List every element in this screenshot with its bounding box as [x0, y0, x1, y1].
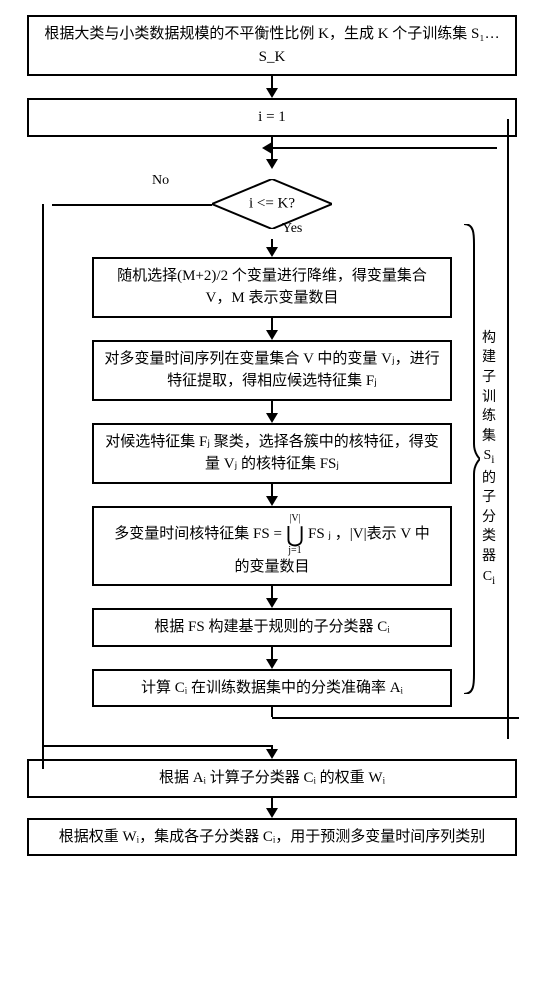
no-path-line — [42, 204, 44, 770]
node-generate-subsets: 根据大类与小类数据规模的不平衡性比例 K，生成 K 个子训练集 S₁…S_K — [27, 15, 517, 76]
arrow-icon — [266, 598, 278, 608]
brace-group: 构建子 训练集 Si 的子分 类器 Ci — [462, 279, 496, 640]
node-compute-weight: 根据 Aᵢ 计算子分类器 Cᵢ 的权重 Wᵢ — [27, 759, 517, 798]
arrow-icon — [266, 88, 278, 98]
text: 的变量数目 — [104, 556, 440, 579]
arrow-icon — [262, 142, 272, 154]
arrow-icon — [266, 659, 278, 669]
arrow-icon — [266, 159, 278, 169]
decision-label: i <= K? — [249, 195, 295, 212]
text: FS ⱼ ，|V|表示 V 中 — [308, 523, 430, 546]
arrow-icon — [266, 749, 278, 759]
node-union-fs: 多变量时间核特征集 FS = |V| ⋃ j=1 FS ⱼ ，|V|表示 V 中… — [92, 506, 452, 587]
node-ensemble: 根据权重 Wᵢ，集成各子分类器 Cᵢ，用于预测多变量时间序列类别 — [27, 818, 517, 857]
arrow-icon — [266, 808, 278, 818]
text: 多变量时间核特征集 FS = — [114, 523, 282, 546]
arrow-icon — [266, 496, 278, 506]
arrow-icon — [266, 247, 278, 257]
node-feature-extract: 对多变量时间序列在变量集合 V 中的变量 Vⱼ，进行特征提取，得相应候选特征集 … — [92, 340, 452, 401]
brace-label: 构建子 训练集 Si 的子分 类器 Ci — [482, 329, 496, 589]
node-cluster: 对候选特征集 Fⱼ 聚类，选择各簇中的核特征，得变量 Vⱼ 的核特征集 FSⱼ — [92, 423, 452, 484]
no-label: No — [152, 173, 169, 189]
arrow-icon — [266, 330, 278, 340]
loop-path-line — [507, 119, 509, 740]
node-compute-accuracy: 计算 Cᵢ 在训练数据集中的分类准确率 Aᵢ — [92, 669, 452, 708]
union-symbol: ⋃ — [286, 524, 304, 546]
arrow-icon — [266, 413, 278, 423]
decision-i-le-k: i <= K? No Yes — [15, 169, 529, 239]
node-init-i: i = 1 — [27, 98, 517, 137]
node-random-select: 随机选择(M+2)/2 个变量进行降维，得变量集合 V，M 表示变量数目 — [92, 257, 452, 318]
yes-label: Yes — [282, 221, 302, 237]
node-build-classifier: 根据 FS 构建基于规则的子分类器 Cᵢ — [92, 608, 452, 647]
union-bottom: j=1 — [288, 546, 301, 556]
